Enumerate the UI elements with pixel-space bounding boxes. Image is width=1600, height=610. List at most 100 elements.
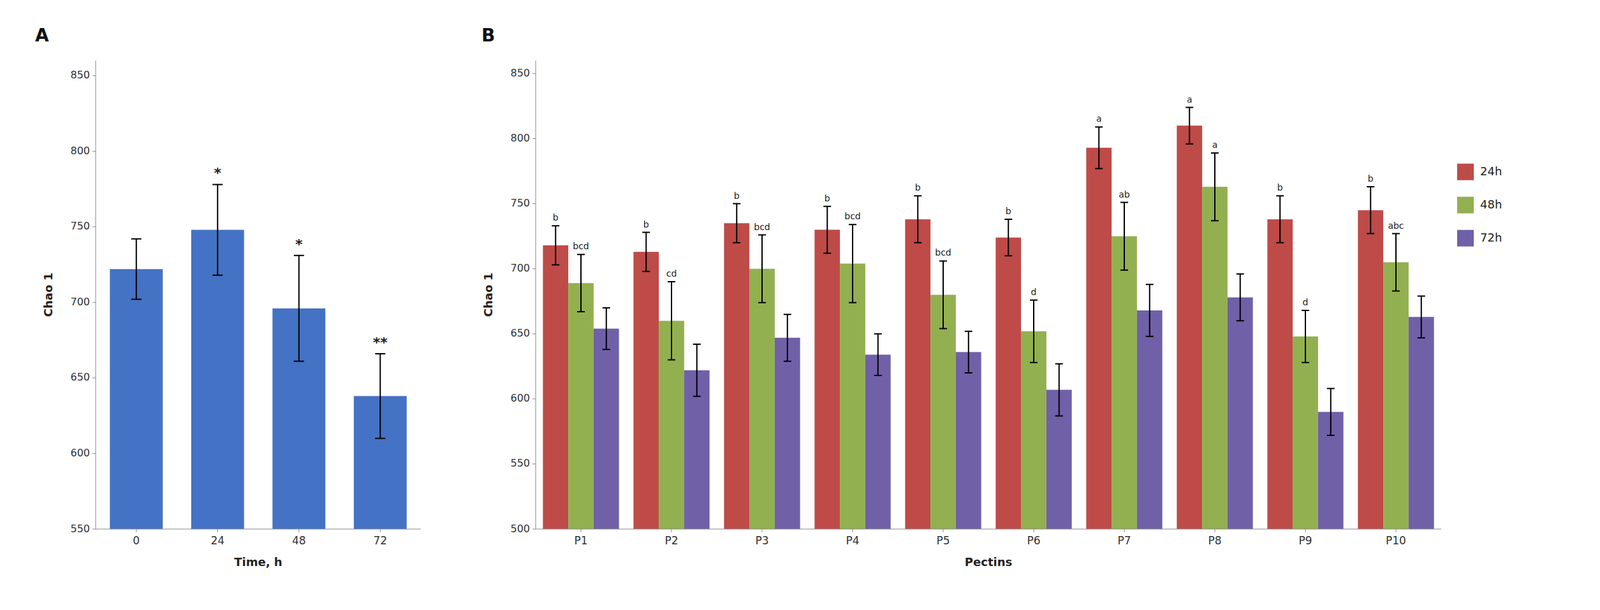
- bar: [1383, 262, 1409, 530]
- annotation: cd: [666, 268, 678, 279]
- y-tick-label: 750: [510, 197, 530, 210]
- x-tick: [762, 529, 763, 533]
- x-tick-label: 48: [292, 534, 307, 548]
- x-tick-label: P8: [1207, 534, 1222, 548]
- legend-swatch: [1457, 230, 1474, 247]
- error-bar: [1029, 300, 1038, 363]
- error-bar: [1327, 388, 1335, 437]
- x-tick: [671, 529, 673, 533]
- x-tick-label: P7: [1117, 534, 1131, 548]
- error-bar: [1417, 296, 1426, 338]
- error-bar: [1185, 107, 1194, 145]
- annotation: b: [1005, 205, 1012, 217]
- y-tick: [92, 453, 96, 455]
- y-tick: [532, 268, 536, 270]
- y-tick: [92, 75, 96, 76]
- bar: [109, 269, 163, 530]
- error-bar: [293, 255, 305, 362]
- chart-svg: ****5506006507007508008500244872Time, hC…: [0, 0, 1600, 610]
- y-tick: [532, 398, 536, 400]
- y-axis-label: Chao 1: [41, 272, 55, 317]
- chart-container: ****5506006507007508008500244872Time, hC…: [0, 0, 1600, 610]
- y-tick-label: 800: [510, 132, 530, 145]
- y-tick: [92, 529, 96, 530]
- annotation: b: [643, 219, 650, 230]
- x-axis-line: [95, 529, 421, 530]
- mark-labels: ****: [213, 165, 388, 351]
- x-axis-label: Pectins: [964, 555, 1013, 569]
- error-bar: [602, 308, 611, 350]
- error-bar: [964, 331, 973, 374]
- annotation: bcd: [844, 211, 861, 222]
- y-tick-label: 650: [510, 327, 530, 340]
- bar: [1357, 210, 1384, 530]
- bar: [1137, 310, 1163, 530]
- annotation: b: [1367, 173, 1374, 184]
- y-tick-label: 700: [70, 295, 90, 309]
- x-tick-label: 72: [373, 534, 388, 548]
- error-bar: [693, 344, 701, 397]
- x-tick-label: P6: [1026, 534, 1041, 548]
- x-tick-label: P2: [664, 534, 678, 548]
- annotation: a: [1186, 94, 1193, 105]
- bar: [814, 229, 840, 530]
- x-tick-label: P9: [1298, 534, 1312, 548]
- error-bar: [939, 260, 947, 329]
- x-tick: [1214, 529, 1216, 533]
- x-tick: [298, 529, 300, 533]
- legend-swatch: [1457, 197, 1474, 214]
- error-bar: [874, 334, 882, 376]
- y-tick: [532, 138, 536, 140]
- y-axis-line: [95, 60, 97, 530]
- bar: [865, 354, 891, 530]
- legend-label: 48h: [1480, 197, 1502, 212]
- panel: bbbbbbaabbbcdcdbcdbcdbcddabadabc50055060…: [481, 24, 1502, 569]
- annotation: ab: [1118, 189, 1131, 200]
- y-tick: [532, 73, 536, 74]
- bar: [749, 269, 775, 530]
- x-tick: [1395, 529, 1397, 533]
- error-bar: [642, 232, 650, 272]
- bar: [1227, 297, 1254, 530]
- panel: ****5506006507007508008500244872Time, hC…: [35, 24, 421, 569]
- y-axis-line: [535, 60, 537, 530]
- panel-title: A: [35, 24, 50, 46]
- error-bar: [758, 235, 766, 303]
- y-tick: [532, 463, 536, 465]
- annotation: *: [295, 236, 303, 253]
- error-bar: [374, 353, 386, 439]
- annotation: b: [733, 190, 740, 201]
- y-tick: [532, 529, 536, 530]
- annotation: d: [1302, 297, 1309, 308]
- y-tick-label: 600: [510, 392, 530, 405]
- bar: [1111, 236, 1138, 530]
- error-bar: [732, 204, 741, 243]
- error-bar: [1301, 310, 1310, 363]
- y-tick: [92, 151, 96, 152]
- x-tick-label: P10: [1385, 534, 1407, 548]
- error-bar: [823, 206, 831, 254]
- annotation: **: [373, 334, 389, 351]
- x-tick-label: P1: [573, 534, 588, 548]
- error-bar: [1392, 234, 1400, 292]
- bar: [723, 223, 750, 530]
- x-tick: [1305, 529, 1307, 533]
- x-tick: [217, 529, 219, 533]
- bar: [774, 337, 801, 530]
- annotation: b: [1277, 182, 1284, 193]
- error-bar: [1094, 126, 1103, 169]
- bar: [904, 219, 931, 530]
- error-bar: [212, 184, 223, 275]
- error-bar: [667, 281, 676, 360]
- x-tick: [1124, 529, 1125, 533]
- x-tick-label: 0: [132, 534, 140, 548]
- error-bar: [131, 239, 142, 300]
- x-tick: [580, 529, 582, 533]
- annotation: abc: [1387, 220, 1404, 231]
- annotation: a: [1096, 113, 1102, 124]
- bar: [1176, 125, 1203, 530]
- legend: 24h48h72h: [1457, 163, 1502, 247]
- annotation: *: [213, 165, 222, 182]
- error-bar: [1004, 219, 1013, 256]
- annotation: b: [824, 193, 831, 204]
